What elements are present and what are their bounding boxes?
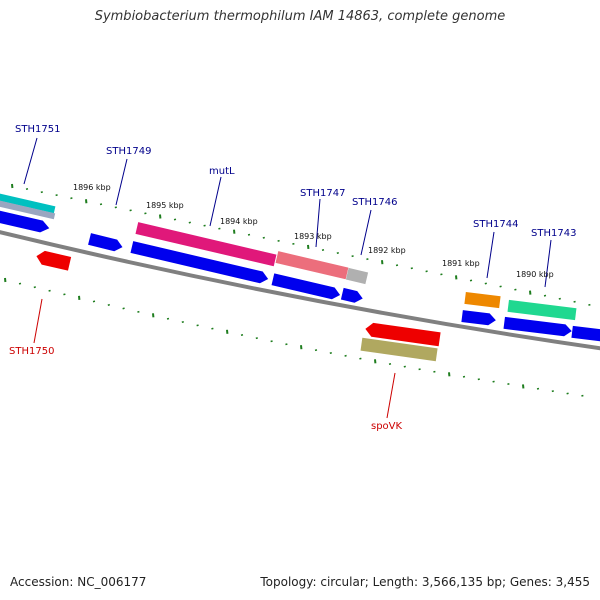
gene-labels: STH1751 STH1749 mutL STH1747 STH1746 STH… (9, 124, 576, 432)
feature-blue-small[interactable] (88, 233, 124, 253)
feature-cyan-left[interactable] (0, 190, 56, 214)
feature-magenta[interactable] (135, 222, 277, 267)
gene-label-sth1744[interactable]: STH1744 (473, 219, 518, 230)
genome-backbone (0, 230, 600, 351)
leader-sth1749 (115, 158, 128, 206)
label-leader-lines (23, 137, 552, 419)
leader-sth1746 (360, 209, 372, 256)
feature-lightgray[interactable] (345, 267, 369, 285)
kbp-label-1893: 1893 kbp (294, 232, 332, 241)
features (0, 190, 600, 362)
feature-red-left[interactable] (35, 249, 72, 271)
gene-label-spovk[interactable]: spoVK (371, 421, 403, 432)
leader-sth1747 (315, 198, 321, 248)
feature-blue-right2[interactable] (503, 316, 573, 337)
gene-label-sth1751[interactable]: STH1751 (15, 124, 60, 135)
feature-orange[interactable] (464, 291, 501, 309)
gene-label-mutl[interactable]: mutL (209, 166, 235, 177)
gene-label-sth1750[interactable]: STH1750 (9, 346, 54, 357)
kbp-labels: 1896 kbp 1895 kbp 1894 kbp 1893 kbp 1892… (73, 183, 554, 279)
feature-pink[interactable] (275, 251, 349, 280)
feature-blue-mid[interactable] (271, 273, 342, 300)
kbp-label-1895: 1895 kbp (146, 201, 184, 210)
leader-spovk (386, 372, 396, 419)
genome-summary-text: Topology: circular; Length: 3,566,135 bp… (260, 575, 590, 589)
ticks-outer (11, 183, 591, 306)
gene-label-sth1743[interactable]: STH1743 (531, 228, 576, 239)
gene-label-sth1749[interactable]: STH1749 (106, 146, 151, 157)
kbp-label-1892: 1892 kbp (368, 246, 406, 255)
kbp-label-1894: 1894 kbp (220, 217, 258, 226)
gene-label-sth1746[interactable]: STH1746 (352, 197, 397, 208)
kbp-label-1891: 1891 kbp (442, 259, 480, 268)
ticks-inner (4, 277, 584, 397)
feature-blue-tiny[interactable] (340, 287, 364, 304)
leader-sth1751 (23, 137, 38, 185)
feature-red-spovk[interactable] (364, 322, 441, 347)
leader-sth1743 (544, 239, 552, 288)
feature-gray-left[interactable] (0, 197, 56, 220)
feature-blue-long[interactable] (130, 241, 269, 285)
map-title: Symbiobacterium thermophilum IAM 14863, … (94, 9, 506, 24)
kbp-label-1890: 1890 kbp (516, 270, 554, 279)
gene-label-sth1747[interactable]: STH1747 (300, 188, 345, 199)
feature-blue-right3[interactable] (571, 325, 600, 342)
feature-blue-left[interactable] (0, 208, 51, 234)
feature-blue-right1[interactable] (461, 310, 496, 326)
leader-sth1750 (33, 298, 43, 344)
feature-olive[interactable] (360, 337, 438, 362)
accession-text: Accession: NC_006177 (10, 575, 147, 589)
leader-mutl (209, 176, 222, 227)
leader-sth1744 (486, 231, 495, 279)
feature-green[interactable] (507, 299, 577, 321)
kbp-label-1896: 1896 kbp (73, 183, 111, 192)
